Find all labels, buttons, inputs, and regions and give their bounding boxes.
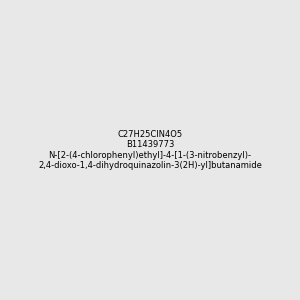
Text: C27H25ClN4O5
B11439773
N-[2-(4-chlorophenyl)ethyl]-4-[1-(3-nitrobenzyl)-
2,4-dio: C27H25ClN4O5 B11439773 N-[2-(4-chlorophe…: [38, 130, 262, 170]
